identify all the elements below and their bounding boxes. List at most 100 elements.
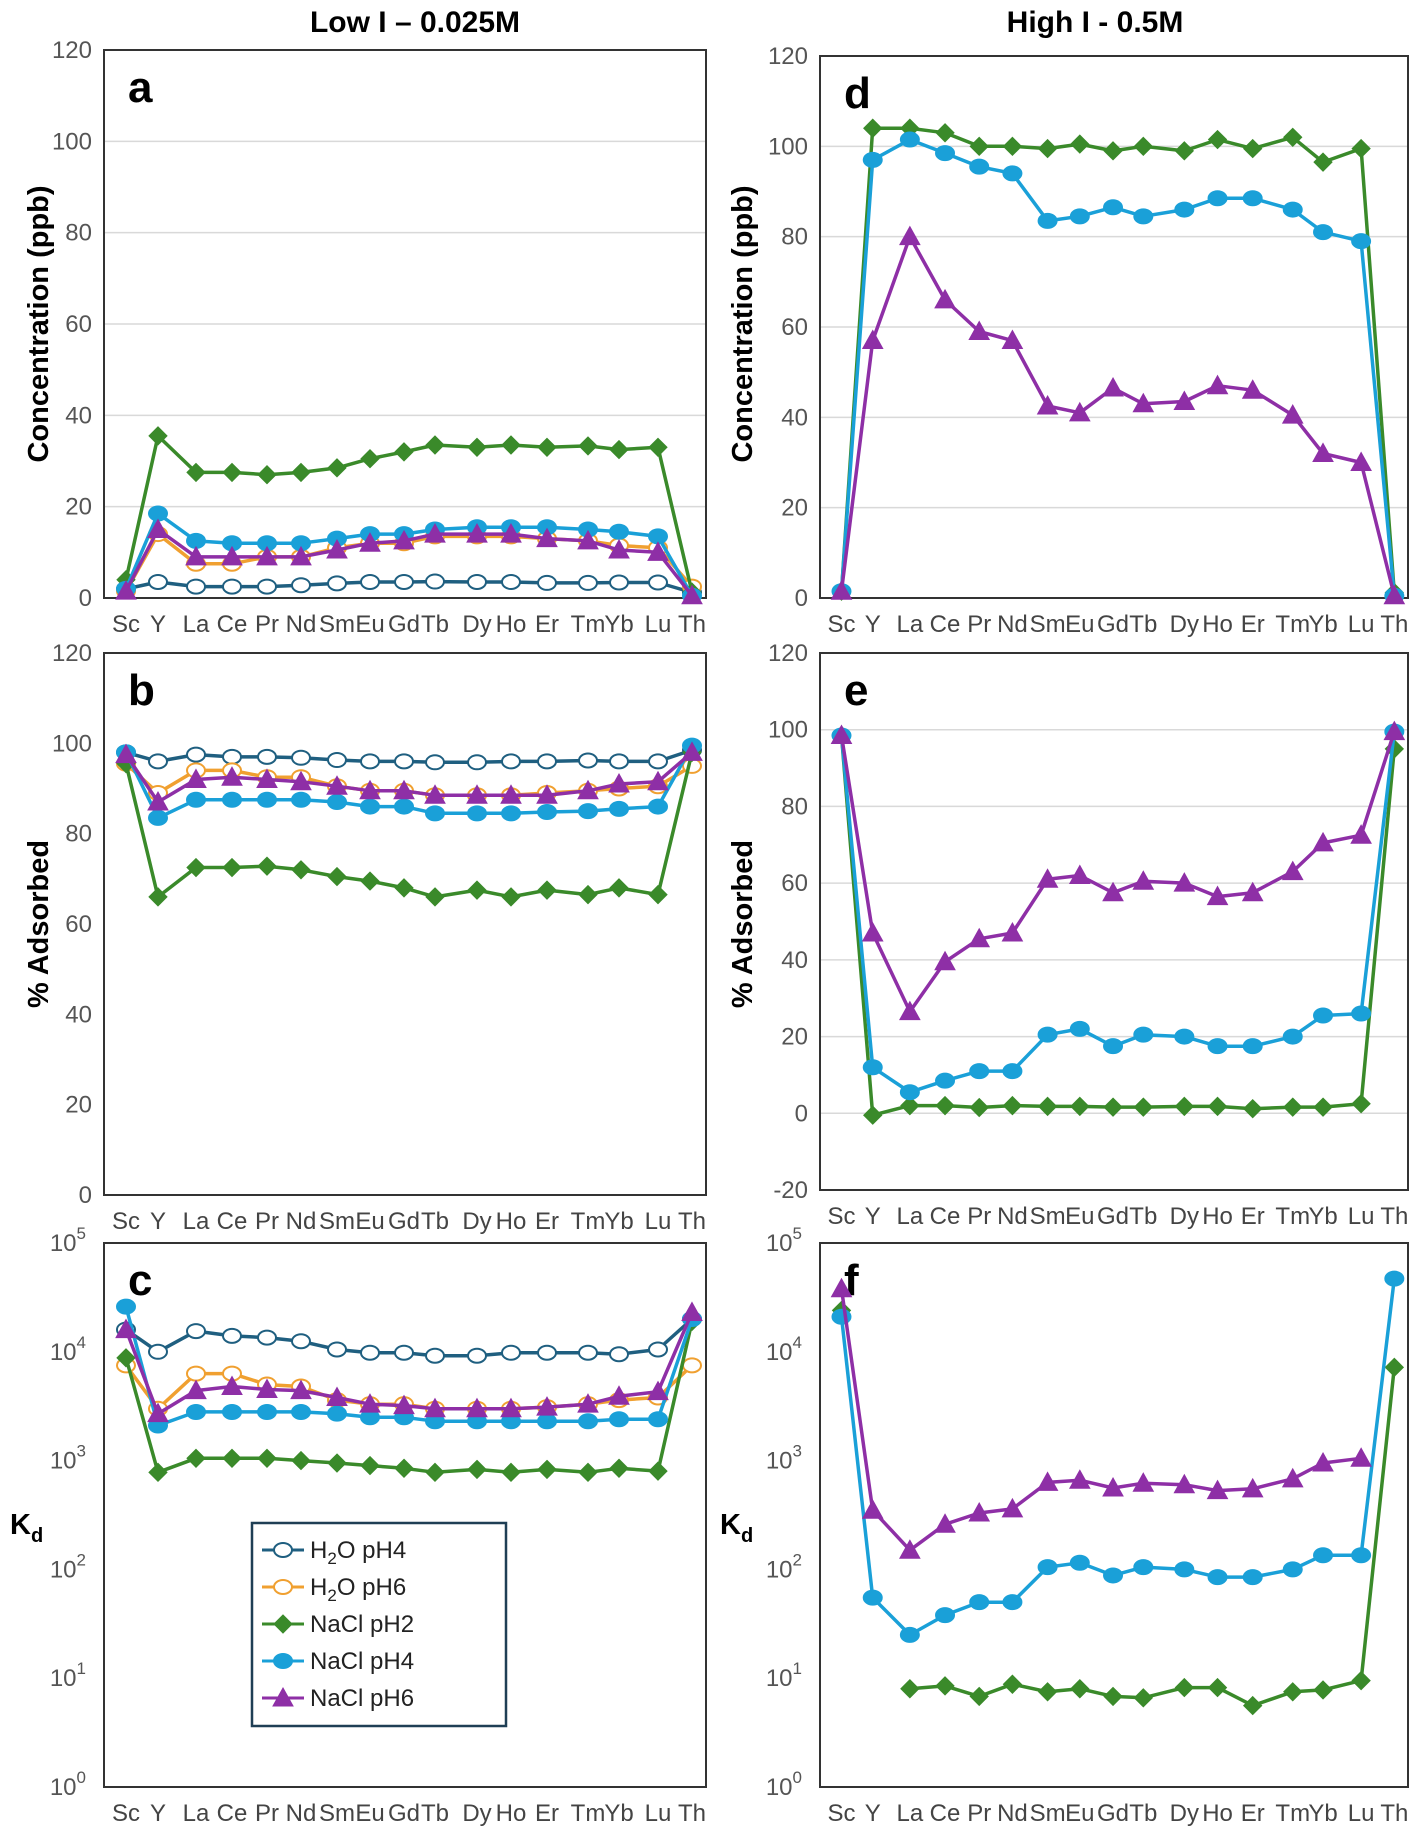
x-tick-label: Gd bbox=[1097, 611, 1129, 638]
data-point bbox=[326, 539, 348, 559]
data-point bbox=[359, 779, 381, 800]
data-point bbox=[648, 798, 668, 815]
series-nacl-ph2 bbox=[831, 1300, 1405, 1716]
panel-letter: f bbox=[844, 1256, 859, 1305]
data-point bbox=[968, 927, 991, 948]
data-point bbox=[681, 1301, 703, 1321]
data-point bbox=[647, 541, 669, 561]
y-tick-label: 104 bbox=[50, 1333, 86, 1366]
x-tick-label: Eu bbox=[355, 611, 384, 638]
x-tick-label: Lu bbox=[645, 611, 672, 638]
series-nacl-ph6 bbox=[115, 1301, 703, 1423]
x-tick-label: Sc bbox=[827, 1800, 855, 1827]
data-point bbox=[394, 442, 414, 462]
x-tick-label: Ce bbox=[930, 1203, 961, 1230]
data-point bbox=[148, 809, 168, 826]
x-tick-label: Sc bbox=[827, 1203, 855, 1230]
data-point bbox=[116, 1348, 136, 1368]
y-tick-label: 0 bbox=[79, 1182, 92, 1209]
data-point bbox=[425, 1347, 445, 1364]
data-point bbox=[424, 523, 446, 543]
data-point bbox=[1174, 141, 1195, 161]
data-point bbox=[500, 784, 522, 804]
data-point bbox=[257, 578, 277, 595]
data-point bbox=[501, 1344, 521, 1361]
data-point bbox=[1133, 1688, 1154, 1708]
series-line bbox=[909, 1367, 1397, 1708]
data-point bbox=[186, 1323, 206, 1340]
data-point bbox=[935, 1676, 955, 1696]
data-point bbox=[1241, 379, 1264, 399]
data-point bbox=[501, 753, 521, 770]
x-tick-label: Ce bbox=[217, 1800, 248, 1827]
data-point bbox=[1384, 1270, 1405, 1287]
data-point bbox=[537, 803, 557, 820]
series-nacl-ph4 bbox=[831, 1270, 1405, 1643]
x-tick-label: Ho bbox=[1202, 1203, 1233, 1230]
data-point bbox=[1350, 824, 1372, 844]
data-point bbox=[327, 1405, 347, 1422]
data-point bbox=[115, 743, 137, 764]
data-point bbox=[1037, 1096, 1058, 1117]
data-point bbox=[1037, 1682, 1058, 1702]
data-point bbox=[862, 151, 883, 168]
data-point bbox=[536, 527, 558, 548]
data-point bbox=[1103, 1686, 1123, 1707]
data-point bbox=[1037, 1026, 1058, 1043]
data-point bbox=[186, 1365, 206, 1382]
data-point bbox=[1069, 1020, 1090, 1037]
panel-d: 0 20 40 60 80 100 120 Sc Y La Ce Pr Nd Sm Eu Gd Tb Dy Ho Er… bbox=[727, 43, 1409, 638]
data-point bbox=[222, 791, 242, 808]
data-point bbox=[863, 1105, 883, 1125]
series-h2o-ph4 bbox=[116, 1311, 702, 1364]
data-point bbox=[467, 754, 487, 771]
data-point bbox=[1207, 1038, 1228, 1055]
series-line bbox=[124, 751, 694, 899]
data-point bbox=[1037, 138, 1058, 159]
x-tick-label: Tb bbox=[421, 1208, 449, 1235]
x-tick-label: Nd bbox=[286, 1800, 317, 1827]
series-nacl-ph4 bbox=[116, 1298, 702, 1434]
data-point bbox=[900, 1679, 920, 1699]
data-point bbox=[1133, 1097, 1154, 1117]
y-tick-label: 80 bbox=[65, 220, 92, 247]
y-tick-label: 20 bbox=[65, 494, 92, 521]
data-point bbox=[221, 545, 243, 566]
data-point bbox=[147, 518, 169, 538]
legend-label: H2O pH6 bbox=[310, 1574, 406, 1605]
y-tick-label: 102 bbox=[766, 1550, 802, 1583]
series-nacl-ph6 bbox=[830, 1277, 1372, 1559]
data-point bbox=[1242, 138, 1263, 159]
data-point bbox=[537, 437, 557, 458]
data-point bbox=[360, 1344, 380, 1361]
y-tick-label: -20 bbox=[773, 1177, 808, 1204]
data-point bbox=[394, 753, 414, 770]
data-point bbox=[393, 779, 415, 800]
data-point bbox=[327, 794, 347, 811]
x-tick-label: Tm bbox=[1275, 1203, 1310, 1230]
x-tick-label: Th bbox=[1380, 1800, 1408, 1827]
data-point bbox=[537, 574, 557, 591]
data-point bbox=[185, 768, 207, 788]
x-tick-label: Gd bbox=[1097, 1800, 1129, 1827]
panel-letter: b bbox=[128, 666, 155, 715]
series-line bbox=[839, 731, 1397, 1094]
data-point bbox=[115, 580, 137, 600]
data-point bbox=[648, 528, 668, 545]
data-point bbox=[935, 123, 955, 143]
data-point bbox=[609, 439, 629, 460]
data-point bbox=[1174, 201, 1195, 218]
data-point bbox=[291, 749, 311, 766]
series-nacl-ph4 bbox=[831, 131, 1405, 604]
data-point bbox=[1350, 1447, 1372, 1467]
data-point bbox=[899, 131, 920, 148]
data-point bbox=[115, 1318, 137, 1339]
data-point bbox=[1002, 1594, 1023, 1611]
legend-marker bbox=[272, 1686, 294, 1707]
series-nacl-ph2 bbox=[831, 118, 1405, 603]
data-point bbox=[1242, 190, 1263, 207]
data-point bbox=[537, 1344, 557, 1361]
data-point bbox=[969, 1063, 990, 1080]
panel-a: 0 20 40 60 80 100 120 Sc Y La Ce Pr Nd Sm Eu Gd Tb Dy Ho Er… bbox=[23, 37, 707, 638]
